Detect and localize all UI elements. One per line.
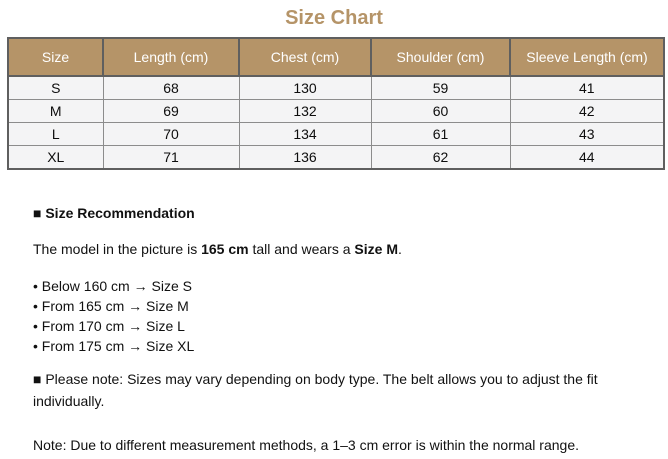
size-info-text: ■ Size Recommendation The model in the p… — [33, 203, 647, 455]
measurement-note: Note: Due to different measurement metho… — [33, 437, 580, 453]
cell-shoulder: 62 — [370, 145, 511, 170]
cell-size: L — [7, 122, 104, 146]
model-sentence-prefix: The model in the picture is — [33, 241, 202, 257]
cell-shoulder: 60 — [370, 99, 511, 123]
cell-chest: 136 — [238, 145, 372, 170]
size-chart-page: Size Chart Size Length (cm) Chest (cm) S… — [0, 7, 668, 459]
cell-size: XL — [7, 145, 104, 170]
header-cell-length: Length (cm) — [102, 37, 240, 77]
header-cell-shoulder: Shoulder (cm) — [370, 37, 511, 77]
model-sentence: The model in the picture is 165 cm tall … — [33, 239, 647, 259]
header-cell-chest: Chest (cm) — [238, 37, 372, 77]
size-recommendation-heading: ■ Size Recommendation — [33, 205, 195, 221]
cell-length: 71 — [102, 145, 240, 170]
table-header-row: Size Length (cm) Chest (cm) Shoulder (cm… — [7, 37, 665, 77]
bullet-size-s: • Below 160 cm → Size S — [33, 278, 192, 294]
cell-chest: 134 — [238, 122, 372, 146]
cell-sleeve: 42 — [509, 99, 665, 123]
model-sentence-suffix: . — [398, 241, 402, 257]
header-cell-size: Size — [7, 37, 104, 77]
cell-sleeve: 44 — [509, 145, 665, 170]
table-row-s: S 68 130 59 41 — [7, 75, 665, 100]
bullet-size-m: • From 165 cm → Size M — [33, 298, 189, 314]
header-cell-sleeve: Sleeve Length (cm) — [509, 37, 665, 77]
cell-shoulder: 59 — [370, 75, 511, 100]
cell-sleeve: 43 — [509, 122, 665, 146]
cell-shoulder: 61 — [370, 122, 511, 146]
cell-size: S — [7, 75, 104, 100]
size-chart-table: Size Length (cm) Chest (cm) Shoulder (cm… — [7, 37, 665, 170]
please-note-paragraph: ■ Please note: Sizes may vary depending … — [33, 371, 598, 409]
size-bullet-list: • Below 160 cm → Size S • From 165 cm → … — [33, 276, 647, 356]
table-row-m: M 69 132 60 42 — [7, 99, 665, 123]
cell-sleeve: 41 — [509, 75, 665, 100]
cell-length: 70 — [102, 122, 240, 146]
model-height-bold: 165 cm — [201, 241, 249, 257]
bullet-size-xl: • From 175 cm → Size XL — [33, 338, 195, 354]
page-title: Size Chart — [285, 7, 383, 29]
cell-length: 68 — [102, 75, 240, 100]
cell-chest: 130 — [238, 75, 372, 100]
table-row-xl: XL 71 136 62 44 — [7, 145, 665, 170]
cell-size: M — [7, 99, 104, 123]
table-row-l: L 70 134 61 43 — [7, 122, 665, 146]
model-sentence-mid: tall and wears a — [248, 241, 355, 257]
model-size-bold: Size M — [354, 241, 398, 257]
cell-chest: 132 — [238, 99, 372, 123]
bullet-size-l: • From 170 cm → Size L — [33, 318, 185, 334]
cell-length: 69 — [102, 99, 240, 123]
